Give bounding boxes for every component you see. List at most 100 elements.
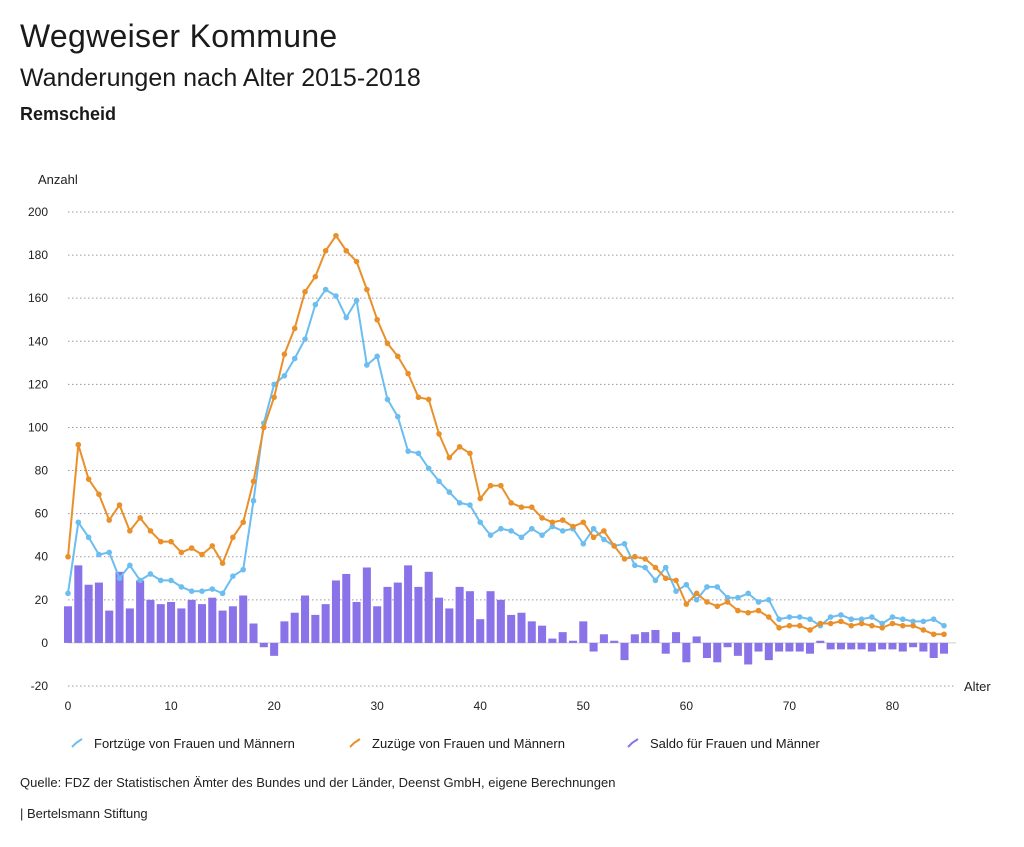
zuzuege-point bbox=[508, 500, 514, 506]
saldo-bar bbox=[754, 642, 763, 652]
zuzuege-point bbox=[869, 622, 875, 629]
fortzuege-point bbox=[291, 355, 298, 362]
saldo-bar bbox=[826, 642, 835, 650]
fortzuege-point bbox=[65, 590, 71, 597]
legend-label-fortzuege: Fortzüge von Frauen und Männern bbox=[94, 736, 295, 751]
zuzuege-point bbox=[219, 560, 226, 566]
legend-item-saldo[interactable]: Saldo für Frauen und Männer bbox=[626, 736, 820, 751]
y-tick-label: 200 bbox=[28, 205, 48, 219]
zuzuege-point bbox=[85, 476, 92, 482]
saldo-bar bbox=[228, 606, 237, 643]
fortzuege-point bbox=[858, 616, 865, 623]
saldo-bar bbox=[218, 610, 227, 643]
x-tick-label: 10 bbox=[164, 699, 178, 713]
fortzuege-point bbox=[673, 588, 679, 594]
saldo-bar bbox=[424, 571, 433, 643]
fortzuege-point bbox=[353, 297, 360, 304]
saldo-bar bbox=[682, 642, 691, 663]
zuzuege-point bbox=[394, 353, 401, 360]
saldo-bar bbox=[352, 601, 361, 643]
legend-label-zuzuege: Zuzüge von Frauen und Männern bbox=[372, 736, 565, 751]
fortzuege-point bbox=[796, 614, 803, 620]
zuzuege-point bbox=[405, 370, 411, 377]
saldo-bar bbox=[919, 642, 928, 652]
fortzuege-point bbox=[467, 502, 473, 508]
zuzuege-point bbox=[662, 575, 669, 582]
zuzuege-point bbox=[312, 273, 319, 280]
saldo-bar bbox=[888, 642, 897, 650]
zuzuege-point bbox=[436, 431, 442, 437]
saldo-bar bbox=[630, 634, 639, 643]
zuzuege-point bbox=[374, 316, 380, 323]
zuzuege-point bbox=[240, 519, 246, 526]
zuzuege-point bbox=[343, 247, 350, 254]
saldo-bar bbox=[548, 638, 557, 643]
fortzuege-point bbox=[776, 616, 782, 623]
zuzuege-point bbox=[724, 599, 731, 605]
zuzuege-point bbox=[632, 553, 638, 560]
fortzuege-point bbox=[302, 336, 308, 342]
fortzuege-point bbox=[786, 614, 793, 620]
saldo-bar bbox=[692, 636, 701, 643]
saldo-bar bbox=[836, 642, 845, 650]
fortzuege-point bbox=[75, 519, 82, 526]
fortzuege-point bbox=[879, 620, 885, 627]
fortzuege-point bbox=[374, 353, 380, 360]
fortzuege-point bbox=[384, 396, 391, 403]
zuzuege-point bbox=[127, 528, 133, 534]
saldo-bar bbox=[867, 642, 876, 652]
saldo-bar bbox=[486, 591, 495, 643]
fortzuege-point bbox=[487, 532, 494, 538]
fortzuege-point bbox=[518, 534, 525, 541]
zuzuege-point bbox=[796, 622, 803, 629]
fortzuege-point bbox=[838, 612, 844, 618]
fortzuege-point bbox=[632, 562, 638, 569]
zuzuege-point bbox=[487, 482, 494, 489]
check-icon bbox=[349, 737, 361, 748]
saldo-bar bbox=[434, 597, 444, 643]
zuzuege-point bbox=[261, 424, 267, 431]
fortzuege-point bbox=[394, 413, 401, 420]
fortzuege-point bbox=[106, 549, 113, 556]
zuzuege-point bbox=[271, 394, 277, 401]
zuzuege-point bbox=[838, 618, 844, 625]
saldo-bar bbox=[806, 642, 815, 654]
legend-item-zuzuege[interactable]: Zuzüge von Frauen und Männern bbox=[348, 736, 565, 751]
saldo-bar bbox=[197, 604, 206, 643]
zuzuege-point bbox=[930, 631, 937, 638]
zuzuege-point bbox=[333, 232, 339, 239]
fortzuege-point bbox=[364, 362, 370, 368]
zuzuege-point bbox=[611, 543, 618, 549]
y-tick-label: 60 bbox=[35, 507, 49, 521]
saldo-bar bbox=[94, 582, 103, 643]
y-tick-label: 40 bbox=[35, 550, 49, 564]
zuzuege-point bbox=[291, 325, 298, 332]
zuzuege-point bbox=[879, 625, 885, 631]
zuzuege-point bbox=[704, 599, 710, 605]
saldo-bar bbox=[641, 632, 650, 643]
fortzuege-point bbox=[590, 525, 597, 532]
zuzuege-point bbox=[570, 523, 576, 530]
legend-item-fortzuege[interactable]: Fortzüge von Frauen und Männern bbox=[70, 736, 295, 751]
saldo-bar bbox=[672, 632, 681, 643]
fortzuege-point bbox=[436, 478, 442, 485]
saldo-bar bbox=[517, 612, 526, 643]
fortzuege-point bbox=[477, 519, 484, 526]
zuzuege-point bbox=[683, 601, 690, 607]
zuzuege-point bbox=[168, 538, 174, 545]
zuzuege-point bbox=[889, 620, 896, 627]
fortzuege-point bbox=[528, 525, 535, 532]
zuzuege-line bbox=[67, 234, 944, 636]
x-tick-label: 40 bbox=[474, 699, 488, 713]
zuzuege-point bbox=[817, 620, 824, 627]
zuzuege-point bbox=[106, 517, 113, 523]
zuzuege-point bbox=[302, 288, 308, 295]
fortzuege-point bbox=[745, 590, 751, 597]
zuzuege-point bbox=[364, 286, 370, 293]
zuzuege-point bbox=[735, 607, 741, 614]
y-tick-label: 120 bbox=[28, 377, 48, 391]
zuzuege-point bbox=[766, 614, 772, 620]
saldo-bar bbox=[373, 606, 382, 643]
fortzuege-point bbox=[642, 564, 648, 571]
chart-subtitle: Wanderungen nach Alter 2015-2018 bbox=[20, 64, 421, 92]
